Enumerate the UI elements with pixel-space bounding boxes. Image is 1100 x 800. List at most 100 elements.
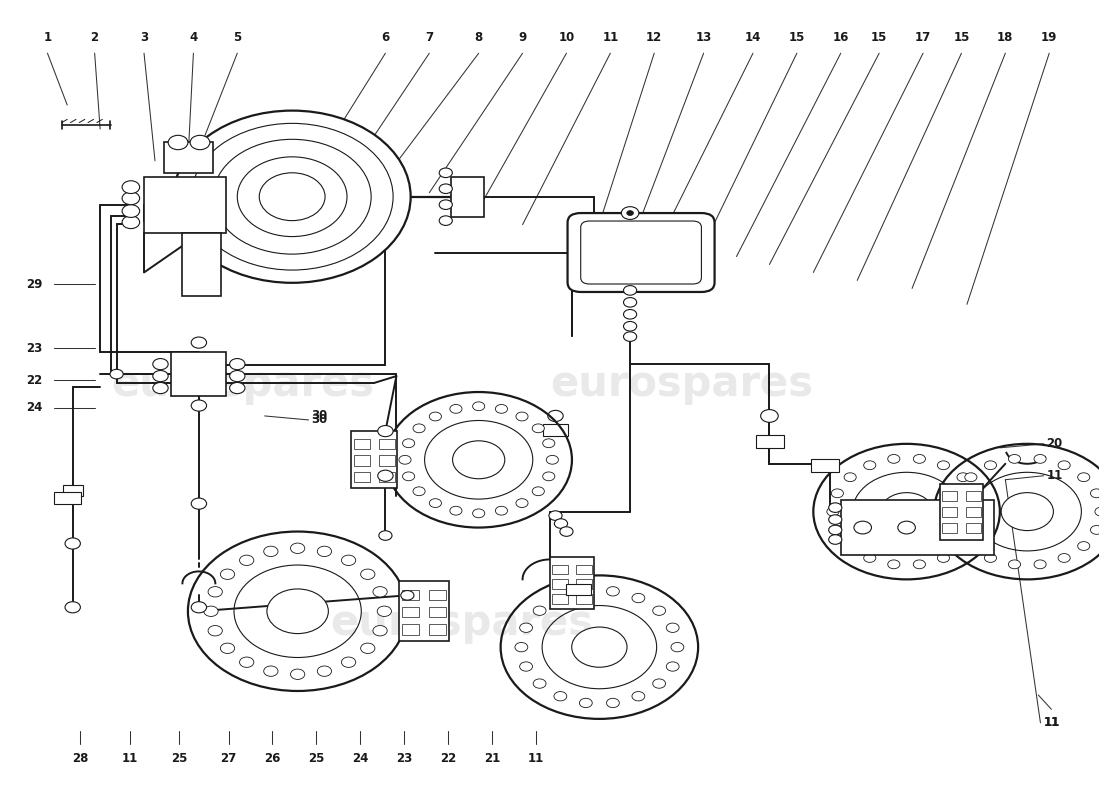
- Circle shape: [110, 370, 123, 379]
- Bar: [354, 455, 370, 466]
- Text: 13: 13: [695, 30, 712, 44]
- Text: 22: 22: [440, 752, 456, 766]
- Bar: [429, 624, 446, 634]
- Circle shape: [515, 642, 528, 652]
- Circle shape: [191, 602, 207, 613]
- Circle shape: [554, 594, 566, 602]
- Text: 12: 12: [646, 30, 662, 44]
- Circle shape: [624, 286, 637, 295]
- Circle shape: [204, 606, 218, 617]
- Bar: [402, 624, 419, 634]
- Bar: [566, 584, 591, 595]
- Bar: [757, 435, 783, 448]
- Bar: [942, 507, 957, 518]
- Circle shape: [975, 507, 987, 516]
- Circle shape: [627, 210, 634, 215]
- Bar: [399, 582, 449, 641]
- Circle shape: [290, 669, 305, 679]
- Bar: [354, 439, 370, 450]
- Circle shape: [378, 530, 392, 540]
- Circle shape: [888, 454, 900, 463]
- Text: 11: 11: [1046, 470, 1063, 482]
- Circle shape: [761, 410, 778, 422]
- Circle shape: [400, 590, 414, 600]
- Bar: [942, 523, 957, 534]
- Circle shape: [439, 216, 452, 226]
- Circle shape: [377, 470, 393, 482]
- Circle shape: [606, 698, 619, 708]
- Circle shape: [828, 515, 842, 524]
- Circle shape: [208, 626, 222, 636]
- Circle shape: [473, 402, 485, 410]
- Bar: [183, 233, 221, 296]
- Circle shape: [888, 560, 900, 569]
- Circle shape: [828, 503, 842, 513]
- Text: 11: 11: [602, 30, 618, 44]
- Text: eurospares: eurospares: [331, 602, 594, 644]
- Circle shape: [549, 511, 562, 520]
- Circle shape: [191, 498, 207, 510]
- Circle shape: [403, 472, 415, 481]
- Bar: [966, 491, 981, 502]
- Circle shape: [580, 586, 592, 596]
- Circle shape: [519, 623, 532, 633]
- Circle shape: [429, 498, 441, 507]
- Bar: [576, 594, 592, 603]
- Text: 1: 1: [43, 30, 52, 44]
- Bar: [840, 500, 994, 555]
- Text: eurospares: eurospares: [111, 363, 374, 405]
- Circle shape: [1034, 560, 1046, 569]
- Bar: [402, 590, 419, 601]
- Text: 20: 20: [1046, 438, 1063, 450]
- Circle shape: [828, 534, 842, 544]
- FancyBboxPatch shape: [568, 213, 715, 292]
- Bar: [942, 491, 957, 502]
- Circle shape: [377, 426, 393, 437]
- Bar: [54, 492, 81, 504]
- Text: 22: 22: [26, 374, 43, 386]
- Circle shape: [534, 679, 546, 688]
- Circle shape: [452, 441, 505, 478]
- Circle shape: [542, 472, 554, 481]
- Circle shape: [1090, 489, 1100, 498]
- Circle shape: [516, 412, 528, 421]
- Text: 30: 30: [311, 410, 328, 422]
- Circle shape: [864, 461, 876, 470]
- Bar: [354, 472, 370, 482]
- Circle shape: [1009, 560, 1021, 569]
- Circle shape: [534, 606, 546, 615]
- Circle shape: [240, 555, 254, 566]
- Circle shape: [1058, 461, 1070, 470]
- Circle shape: [667, 662, 679, 671]
- Circle shape: [624, 322, 637, 331]
- Text: 16: 16: [833, 30, 849, 44]
- Text: 15: 15: [789, 30, 805, 44]
- Circle shape: [952, 489, 964, 498]
- Circle shape: [1090, 526, 1100, 534]
- Bar: [172, 352, 227, 396]
- Circle shape: [361, 643, 375, 654]
- Circle shape: [341, 555, 355, 566]
- Circle shape: [844, 542, 856, 550]
- Bar: [429, 606, 446, 618]
- Circle shape: [230, 358, 245, 370]
- Text: 18: 18: [998, 30, 1013, 44]
- Bar: [811, 459, 838, 472]
- Circle shape: [984, 554, 997, 562]
- Circle shape: [65, 602, 80, 613]
- Text: 29: 29: [26, 278, 43, 291]
- Bar: [164, 142, 213, 173]
- Bar: [576, 579, 592, 589]
- Circle shape: [412, 424, 425, 433]
- Circle shape: [220, 569, 234, 579]
- Text: eurospares: eurospares: [550, 363, 813, 405]
- Circle shape: [290, 543, 305, 554]
- Text: 6: 6: [382, 30, 389, 44]
- Circle shape: [547, 455, 559, 464]
- Text: 4: 4: [189, 30, 198, 44]
- Circle shape: [317, 546, 331, 557]
- Bar: [552, 565, 568, 574]
- Text: 15: 15: [954, 30, 969, 44]
- Circle shape: [827, 507, 839, 516]
- Circle shape: [621, 206, 639, 219]
